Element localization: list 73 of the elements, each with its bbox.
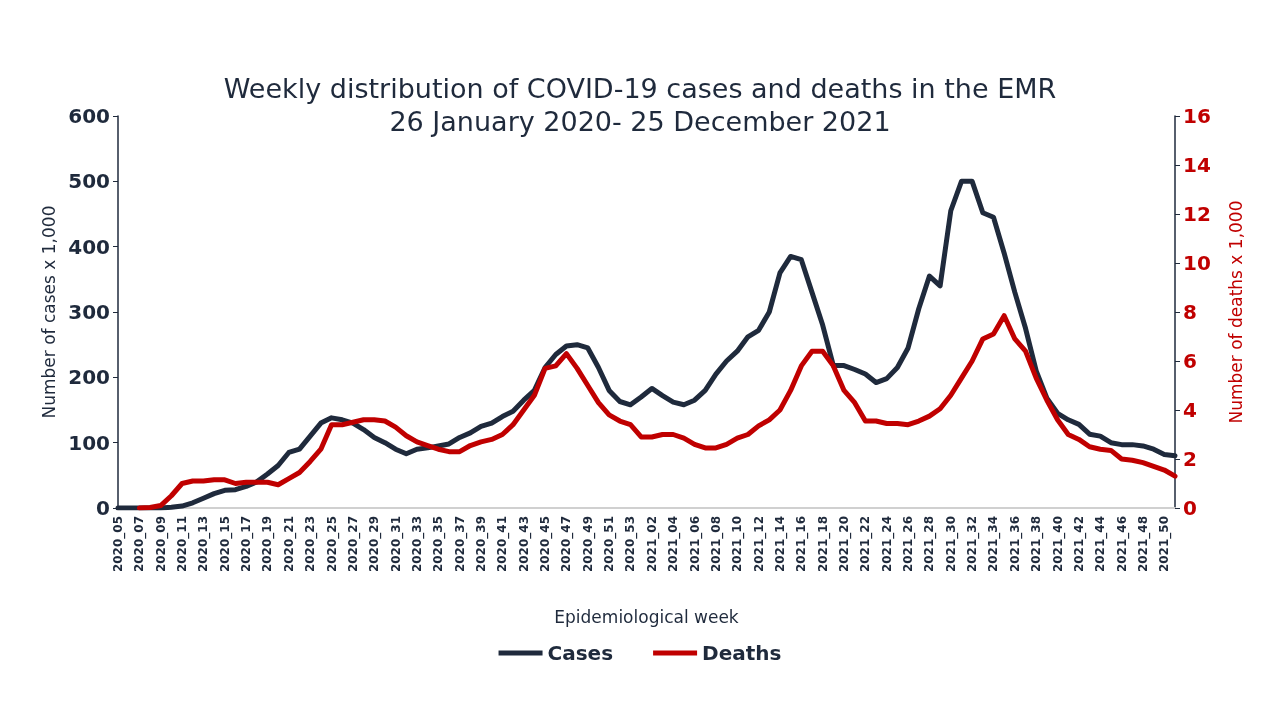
- y-axis-title: Number of cases x 1,000: [38, 205, 59, 419]
- x-tick-label: 2020_21: [281, 516, 297, 573]
- x-tick-label: 2020_47: [559, 516, 575, 573]
- y2-axis-title: Number of deaths x 1,000: [1225, 200, 1246, 424]
- y2-tick-label: 16: [1183, 104, 1211, 128]
- y-tick-label: 500: [68, 169, 110, 194]
- x-tick-label: 2020_37: [452, 516, 468, 573]
- x-tick-label: 2021_16: [794, 516, 810, 573]
- x-tick-label: 2021_32: [965, 516, 981, 573]
- y2-tick-label: 2: [1183, 447, 1197, 471]
- x-tick-label: 2021_10: [730, 516, 746, 573]
- x-tick-label: 2021_42: [1071, 516, 1087, 573]
- x-tick-label: 2021_06: [687, 516, 703, 573]
- x-tick-label: 2020_45: [538, 516, 554, 573]
- x-tick-label: 2020_29: [367, 516, 383, 573]
- x-tick-label: 2020_19: [260, 516, 276, 573]
- x-tick-label: 2021_40: [1050, 516, 1066, 573]
- x-tick-label: 2021_38: [1029, 516, 1045, 573]
- x-tick-label: 2021_50: [1157, 516, 1173, 573]
- x-tick-label: 2020_49: [580, 516, 596, 573]
- x-tick-label: 2021_12: [751, 516, 767, 573]
- legend-label: Cases: [547, 641, 614, 665]
- x-tick-label: 2021_34: [986, 516, 1002, 573]
- x-tick-label: 2021_24: [879, 516, 895, 573]
- x-tick-label: 2021_30: [943, 516, 959, 573]
- y-tick-label: 400: [68, 234, 110, 259]
- x-axis-title: Epidemiological week: [554, 606, 739, 627]
- x-tick-label: 2021_08: [708, 516, 724, 573]
- x-tick-label: 2021_28: [922, 516, 938, 573]
- y-tick-label: 0: [96, 496, 110, 520]
- y-tick-label: 300: [68, 300, 110, 324]
- x-tick-label: 2021_48: [1135, 516, 1151, 573]
- x-tick-label: 2020_27: [345, 516, 361, 573]
- y-tick-label: 600: [68, 104, 110, 128]
- y2-tick-label: 12: [1183, 202, 1211, 226]
- y-tick-label: 100: [68, 430, 110, 455]
- x-tick-label: 2021_46: [1114, 516, 1130, 573]
- x-tick-label: 2020_41: [495, 516, 511, 573]
- chart-subtitle: 26 January 2020- 25 December 2021: [389, 106, 891, 137]
- y2-tick-label: 0: [1183, 496, 1197, 520]
- x-tick-label: 2021_18: [815, 516, 831, 573]
- x-tick-label: 2020_51: [602, 516, 618, 573]
- y-tick-label: 200: [68, 365, 110, 390]
- x-tick-label: 2020_33: [409, 516, 425, 573]
- y2-tick-label: 10: [1183, 251, 1211, 275]
- x-tick-label: 2021_22: [858, 516, 874, 573]
- x-tick-label: 2020_11: [175, 516, 191, 573]
- legend-label: Deaths: [702, 641, 782, 665]
- y2-tick-label: 6: [1183, 349, 1197, 373]
- x-tick-label: 2020_09: [153, 516, 169, 573]
- x-tick-label: 2020_25: [324, 516, 340, 573]
- x-tick-label: 2020_31: [388, 516, 404, 573]
- x-tick-label: 2020_53: [623, 516, 639, 573]
- x-tick-label: 2021_20: [837, 516, 853, 573]
- x-tick-label: 2021_04: [666, 516, 682, 573]
- x-tick-label: 2021_36: [1007, 516, 1023, 573]
- y2-tick-label: 8: [1183, 300, 1197, 324]
- x-tick-label: 2021_14: [772, 516, 788, 573]
- x-tick-label: 2020_15: [217, 516, 233, 573]
- y2-tick-label: 4: [1183, 398, 1197, 422]
- x-tick-label: 2021_02: [644, 516, 660, 573]
- x-tick-label: 2021_44: [1093, 516, 1109, 573]
- x-tick-label: 2020_43: [516, 516, 532, 573]
- x-tick-label: 2020_39: [474, 516, 490, 573]
- x-tick-label: 2020_05: [111, 516, 126, 573]
- x-tick-label: 2020_13: [196, 516, 212, 573]
- x-tick-label: 2020_07: [132, 516, 148, 573]
- y2-tick-label: 14: [1183, 153, 1211, 177]
- x-tick-label: 2020_23: [303, 516, 319, 573]
- x-tick-label: 2021_26: [901, 516, 917, 573]
- chart-title: Weekly distribution of COVID-19 cases and deaths in the EMR: [223, 73, 1057, 104]
- x-tick-label: 2020_17: [239, 516, 255, 573]
- x-tick-label: 2020_35: [431, 516, 447, 573]
